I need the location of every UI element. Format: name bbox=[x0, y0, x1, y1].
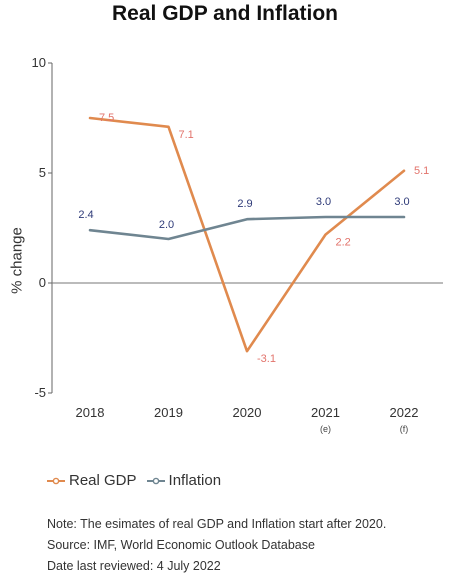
x-tick-note: (f) bbox=[400, 424, 409, 434]
x-tick-label: 2018 bbox=[76, 405, 105, 420]
legend-key-real-gdp bbox=[47, 477, 65, 484]
chart-series bbox=[88, 116, 406, 353]
legend-label-real-gdp: Real GDP bbox=[69, 472, 137, 489]
date-reviewed-line: Date last reviewed: 4 July 2022 bbox=[47, 559, 221, 573]
series-line-inflation bbox=[88, 215, 406, 241]
source-line: Source: IMF, World Economic Outlook Data… bbox=[47, 538, 315, 552]
x-tick-note: (e) bbox=[320, 424, 331, 434]
y-tick-label: 10 bbox=[32, 55, 46, 70]
data-label: 2.0 bbox=[159, 219, 174, 231]
data-label: 2.2 bbox=[336, 237, 351, 249]
data-label: 2.4 bbox=[78, 209, 93, 221]
data-label: 3.0 bbox=[394, 196, 409, 208]
chart-legend: Real GDP Inflation bbox=[47, 472, 231, 489]
data-label: 7.5 bbox=[99, 112, 114, 124]
data-label: 5.1 bbox=[414, 165, 429, 177]
legend-item-real-gdp[interactable]: Real GDP bbox=[47, 472, 137, 489]
data-label: 7.1 bbox=[179, 129, 194, 141]
y-tick-label: 5 bbox=[39, 165, 46, 180]
y-axis-label: % change bbox=[8, 227, 26, 294]
data-label: 3.0 bbox=[316, 196, 331, 208]
data-label: -3.1 bbox=[257, 353, 276, 365]
note-line: Note: The esimates of real GDP and Infla… bbox=[47, 517, 387, 531]
chart-notes: Note: The esimates of real GDP and Infla… bbox=[47, 514, 386, 577]
x-tick-label: 2019 bbox=[154, 405, 183, 420]
data-label: 2.9 bbox=[237, 198, 252, 210]
chart-title: Real GDP and Inflation bbox=[112, 2, 338, 25]
series-line-real-gdp bbox=[88, 116, 406, 353]
legend-label-inflation: Inflation bbox=[168, 472, 222, 489]
legend-key-inflation bbox=[146, 477, 165, 484]
y-tick-label: -5 bbox=[34, 385, 46, 400]
x-tick-label: 2022 bbox=[390, 405, 419, 420]
x-tick-label: 2020 bbox=[233, 405, 262, 420]
chart-axes: -5 0 5 10 2018 2019 2020 2021 (e) 2022 (f) bbox=[32, 55, 443, 434]
y-tick-label: 0 bbox=[39, 275, 46, 290]
legend-item-inflation[interactable]: Inflation bbox=[146, 472, 222, 489]
chart-data-labels: 7.5 7.1 -3.1 2.2 5.1 2.4 2.0 2.9 3.0 3.0 bbox=[78, 112, 429, 365]
x-tick-label: 2021 bbox=[311, 405, 340, 420]
